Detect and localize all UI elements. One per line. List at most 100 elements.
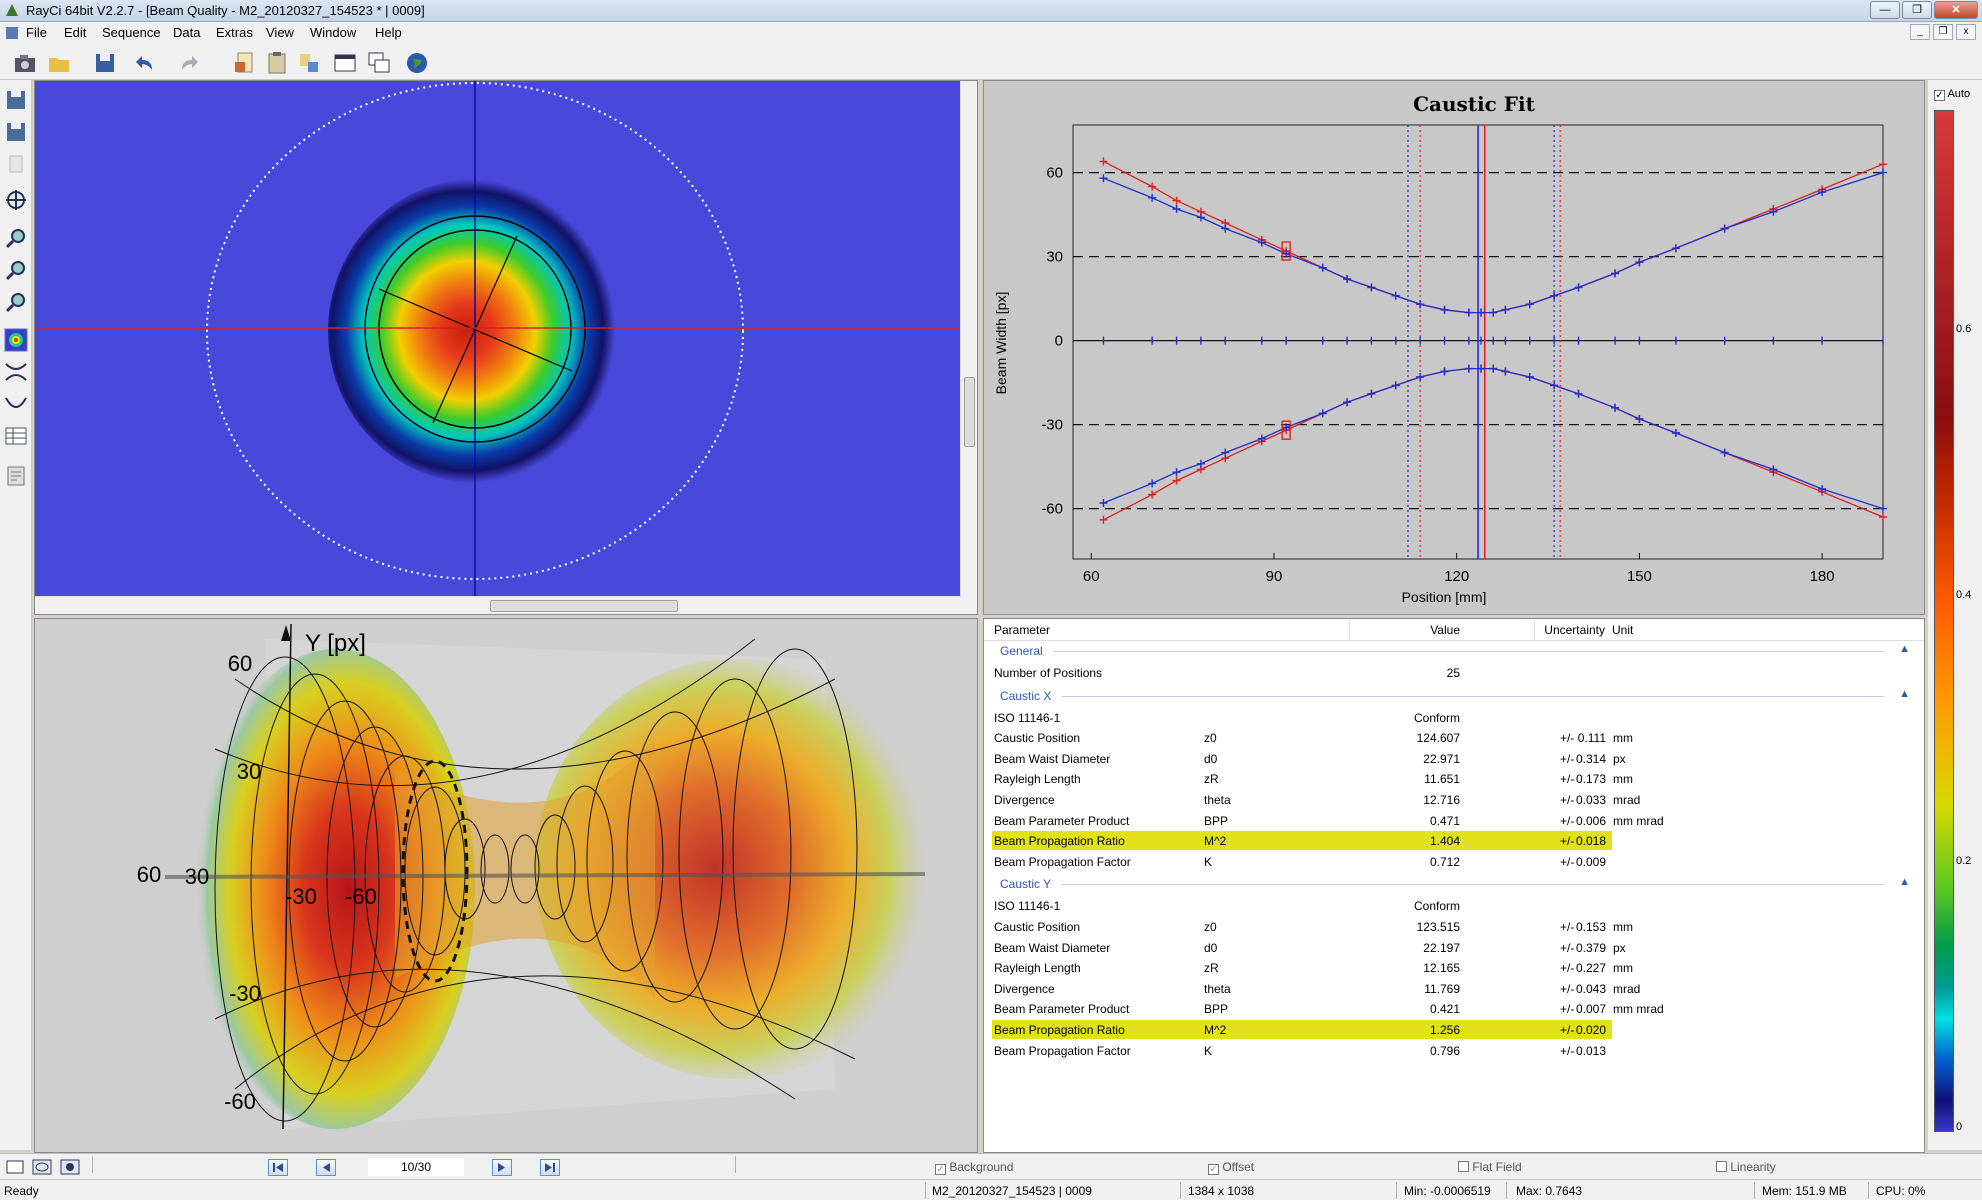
compare-icon[interactable] xyxy=(296,50,322,76)
cell-uncertainty: 0.006 xyxy=(1575,813,1606,828)
camera-icon[interactable] xyxy=(12,50,38,76)
redo-icon[interactable] xyxy=(178,50,204,76)
zoom-in-icon[interactable] xyxy=(4,226,28,250)
collapse-chevron-icon[interactable]: ▲ xyxy=(1899,643,1910,655)
header-unit[interactable]: Unit xyxy=(1612,623,1634,637)
save-all-icon[interactable] xyxy=(4,120,28,144)
table-row[interactable]: Divergence theta 11.769 +/- 0.043 mrad xyxy=(984,979,1924,999)
table-row[interactable]: ISO 11146-1 Conform xyxy=(984,708,1924,728)
globe-icon[interactable] xyxy=(404,50,430,76)
table-row[interactable]: Divergence theta 12.716 +/- 0.033 mrad xyxy=(984,790,1924,810)
ellipse-view-icon[interactable] xyxy=(32,1159,52,1175)
cascade-icon[interactable] xyxy=(366,50,392,76)
data-point xyxy=(1671,429,1680,437)
beam-profile-view[interactable] xyxy=(35,81,961,596)
group-general[interactable]: General ▲ xyxy=(984,641,1924,661)
close-button[interactable]: ✕ xyxy=(1934,1,1978,19)
clipboard-icon[interactable] xyxy=(264,50,290,76)
offset-option[interactable]: ✓ Offset xyxy=(1208,1160,1254,1175)
table-row[interactable]: Caustic Position z0 123.515 +/- 0.153 mm xyxy=(984,917,1924,937)
collapse-chevron-icon[interactable]: ▲ xyxy=(1899,876,1910,889)
open-folder-icon[interactable] xyxy=(46,50,72,76)
zoom-out-icon[interactable] xyxy=(4,258,28,282)
flatfield-checkbox[interactable] xyxy=(1458,1161,1469,1172)
report-icon[interactable] xyxy=(232,50,258,76)
fit-curve-icon[interactable] xyxy=(4,392,28,416)
table-row[interactable]: Beam Propagation Factor K 0.712 +/- 0.009 xyxy=(984,852,1924,872)
caustic-fit-chart[interactable]: Caustic Fit 60 90 120 150 180 60 30 0 -30 -60 Pos… xyxy=(984,81,1924,614)
window-icon[interactable] xyxy=(332,50,358,76)
menu-edit[interactable]: Edit xyxy=(64,25,87,40)
group-caustic-x[interactable]: Caustic X ▲ xyxy=(984,686,1924,706)
data-point xyxy=(1416,373,1425,381)
table-row[interactable]: Caustic Position z0 124.607 +/- 0.111 mm xyxy=(984,728,1924,748)
table-row[interactable]: Beam Propagation Ratio M^2 1.404 +/- 0.018 xyxy=(984,831,1924,851)
menu-extras[interactable]: Extras xyxy=(216,25,253,40)
table-row[interactable]: Beam Propagation Ratio M^2 1.256 +/- 0.020 xyxy=(984,1020,1924,1040)
last-frame-button[interactable] xyxy=(540,1159,560,1176)
mdi-minimize-button[interactable]: _ xyxy=(1910,24,1930,40)
linearity-option[interactable]: Linearity xyxy=(1716,1160,1776,1174)
zoom-fit-icon[interactable] xyxy=(4,290,28,314)
background-checkbox[interactable]: ✓ xyxy=(935,1164,946,1175)
clear-icon[interactable] xyxy=(4,152,28,176)
table-row[interactable]: Beam Waist Diameter d0 22.971 +/- 0.314 px xyxy=(984,749,1924,769)
table-row[interactable]: Beam Propagation Factor K 0.796 +/- 0.013 xyxy=(984,1041,1924,1061)
mdi-close-button[interactable]: x xyxy=(1956,24,1976,40)
crosshair-icon[interactable] xyxy=(4,188,28,212)
table-row[interactable]: ISO 11146-1 Conform xyxy=(984,896,1924,916)
frame-counter[interactable]: 10/30 xyxy=(368,1158,464,1176)
undo-icon[interactable] xyxy=(130,50,156,76)
minimize-button[interactable]: — xyxy=(1870,1,1900,19)
table-row[interactable]: Beam Waist Diameter d0 22.197 +/- 0.379 px xyxy=(984,938,1924,958)
mdi-restore-button[interactable]: ❐ xyxy=(1933,24,1953,40)
data-point xyxy=(1148,182,1157,191)
restore-button[interactable]: ❐ xyxy=(1902,1,1932,19)
group-label: Caustic Y xyxy=(1000,877,1052,892)
cell-uncertainty: 0.043 xyxy=(1575,981,1606,996)
table-row[interactable]: Rayleigh Length zR 11.651 +/- 0.173 mm xyxy=(984,769,1924,789)
menu-window[interactable]: Window xyxy=(310,25,357,40)
auto-checkbox-box[interactable]: ✓ xyxy=(1934,90,1945,101)
auto-label: Auto xyxy=(1947,88,1971,100)
menu-file[interactable]: File xyxy=(26,25,47,40)
background-option[interactable]: ✓ Background xyxy=(935,1160,1013,1175)
caustic-3d-view[interactable]: Y [px] 60 30 -30 -60 60 30 -30 -60 xyxy=(34,618,978,1153)
table-row[interactable]: Number of Positions 25 xyxy=(984,663,1924,683)
cell-value: 25 xyxy=(1446,666,1460,680)
table-row[interactable]: Beam Parameter Product BPP 0.421 +/- 0.007 mm… xyxy=(984,999,1924,1019)
scroll-thumb-vertical[interactable] xyxy=(964,377,975,447)
header-parameter[interactable]: Parameter xyxy=(994,623,1051,637)
vertical-scrollbar[interactable] xyxy=(960,81,977,596)
table-row[interactable]: Beam Parameter Product BPP 0.471 +/- 0.006 mm… xyxy=(984,811,1924,831)
collapse-chevron-icon[interactable]: ▲ xyxy=(1899,687,1910,700)
header-value[interactable]: Value xyxy=(1430,623,1460,637)
table-icon[interactable] xyxy=(4,424,28,448)
beam-profile-icon[interactable] xyxy=(4,328,28,352)
save-icon[interactable] xyxy=(92,50,118,76)
menu-help[interactable]: Help xyxy=(375,25,402,40)
menu-data[interactable]: Data xyxy=(173,25,201,40)
menu-view[interactable]: View xyxy=(266,25,294,40)
header-uncertainty[interactable]: Uncertainty xyxy=(1544,623,1605,637)
flatfield-option[interactable]: Flat Field xyxy=(1458,1160,1522,1174)
caustic-view-icon[interactable] xyxy=(4,360,28,384)
camera-view-icon[interactable] xyxy=(60,1159,80,1175)
table-row[interactable]: Rayleigh Length zR 12.165 +/- 0.227 mm xyxy=(984,958,1924,978)
group-caustic-y[interactable]: Caustic Y ▲ xyxy=(984,874,1924,894)
notes-icon[interactable] xyxy=(4,464,28,488)
linearity-checkbox[interactable] xyxy=(1716,1161,1727,1172)
horizontal-scrollbar[interactable] xyxy=(35,596,961,614)
data-point xyxy=(1318,263,1327,272)
menu-sequence[interactable]: Sequence xyxy=(102,25,161,40)
auto-scale-checkbox[interactable]: ✓ Auto xyxy=(1934,88,1970,101)
first-frame-button[interactable] xyxy=(268,1159,288,1176)
save-sequence-icon[interactable] xyxy=(4,88,28,112)
single-view-icon[interactable] xyxy=(6,1160,24,1174)
row-highlight xyxy=(992,1020,1612,1039)
offset-checkbox[interactable]: ✓ xyxy=(1208,1164,1219,1175)
next-frame-button[interactable] xyxy=(492,1159,512,1176)
y-tick-label: 60 xyxy=(1046,165,1063,182)
previous-frame-button[interactable] xyxy=(316,1159,336,1176)
scroll-thumb-horizontal[interactable] xyxy=(490,600,678,612)
